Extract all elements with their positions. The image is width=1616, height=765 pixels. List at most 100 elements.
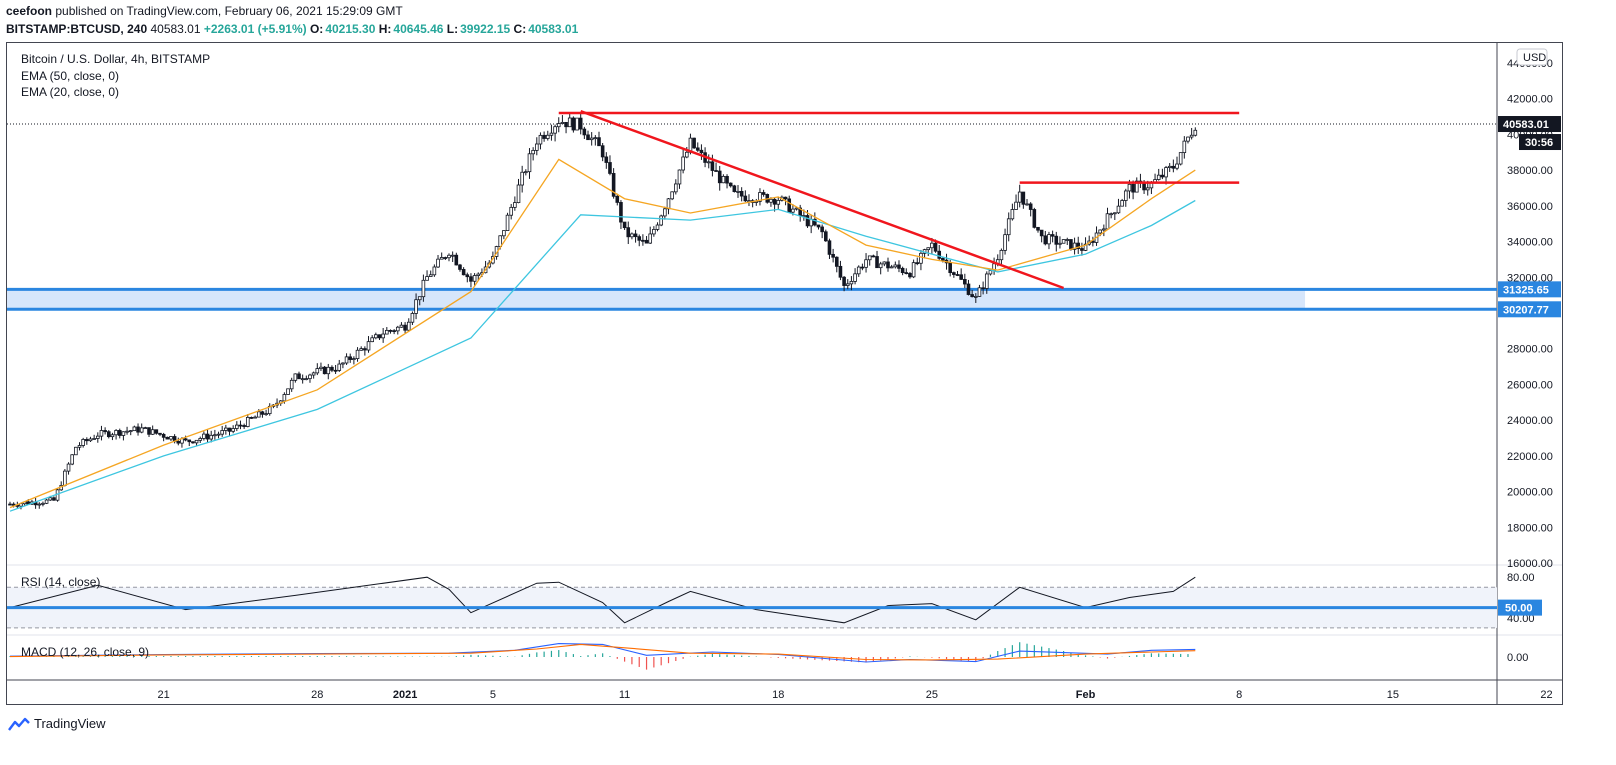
candle-body [337,363,342,371]
candle-body [1061,239,1066,244]
price-chart[interactable]: 44000.0042000.0040000.0038000.0036000.00… [7,43,1562,704]
candle-body [359,348,363,351]
candle-body [403,324,407,331]
candle-body [589,137,594,141]
author-name[interactable]: ceefoon [6,4,53,18]
candle-body [1050,234,1055,237]
downtrend-line [580,110,1065,290]
candle-body [999,249,1004,261]
candle [231,425,235,434]
candle-body [670,191,674,200]
candle [44,498,49,505]
candle-body [666,198,671,210]
candle [103,427,107,435]
ema20-legend[interactable]: EMA (20, close, 0) [21,85,120,99]
candle-body [802,215,806,217]
tradingview-logo-icon [8,717,30,731]
candle [370,335,374,343]
candle [341,362,345,369]
candle-body [648,233,653,244]
candle-body [1010,209,1015,220]
tradingview-brand[interactable]: TradingView [8,716,106,731]
candle-body [838,265,843,278]
candle-body [1120,200,1124,207]
candle [838,260,843,281]
candle [260,410,265,418]
rsi-line [9,576,1196,624]
time-tick-label: 2021 [393,689,417,701]
candle [966,279,971,296]
candle-body [110,434,115,438]
candle [1028,202,1033,217]
candle-body [187,439,192,443]
candle [139,423,144,434]
candle-body [70,454,74,465]
publish-info: published on TradingView.com, February 0… [55,4,403,18]
candle-body [856,266,861,275]
candle [999,248,1004,266]
candle [516,178,521,204]
candle-body [699,149,704,154]
candle [1017,184,1022,208]
candle-body [787,198,792,213]
candle [926,247,931,256]
candle [578,113,583,135]
candle-body [352,358,356,361]
rsi-legend[interactable]: RSI (14, close) [21,575,101,589]
candle [567,112,572,128]
candle-body [286,388,290,395]
candle [750,199,755,208]
candle [732,184,737,193]
candle [267,403,272,416]
time-tick-label: 11 [619,689,630,701]
close-value: 40583.01 [528,22,579,36]
candle-body [560,121,565,124]
candle-body [304,378,309,381]
publish-line: ceefoon published on TradingView.com, Fe… [6,4,403,18]
candle-body [454,254,459,266]
candle-body [641,239,645,242]
candle-body [74,446,78,456]
candle [154,429,159,435]
candle-body [505,214,510,231]
candle [505,212,510,231]
candle-body [439,257,444,260]
candle-body [1083,243,1088,251]
candle [714,162,718,172]
candle [531,147,535,161]
candle-body [377,334,382,339]
candle [198,436,203,443]
candle-body [593,137,598,140]
candle-body [516,184,521,203]
candle [406,318,411,331]
candle [637,234,642,247]
candle-body [282,394,287,402]
candle-body [553,126,557,134]
candle [897,260,901,273]
candle-body [739,190,744,197]
candle [92,434,96,440]
last-price-tag: 40583.01 [1503,119,1549,131]
candle [911,259,916,279]
candle-body [48,497,53,501]
candle-body [633,233,638,238]
candle [952,271,956,278]
candle-body [1193,129,1198,136]
candle-body [322,366,327,375]
macd-legend[interactable]: MACD (12, 26, close, 9) [21,645,150,659]
price-tick-label: 24000.00 [1507,415,1553,427]
candle-body [1032,209,1037,228]
candle [395,325,400,335]
candle [377,334,382,341]
candle [1050,230,1055,243]
candle-body [399,324,404,328]
candle-body [695,147,700,151]
candle [1058,236,1062,249]
symbol-name[interactable]: BITSTAMP:BTCUSD, 240 [6,22,148,36]
candle [1080,242,1084,256]
candle-body [882,261,887,265]
ema50-legend[interactable]: EMA (50, close, 0) [21,69,120,83]
candle [820,224,824,239]
candle [191,441,195,444]
price-tick-label: 26000.00 [1507,379,1553,391]
